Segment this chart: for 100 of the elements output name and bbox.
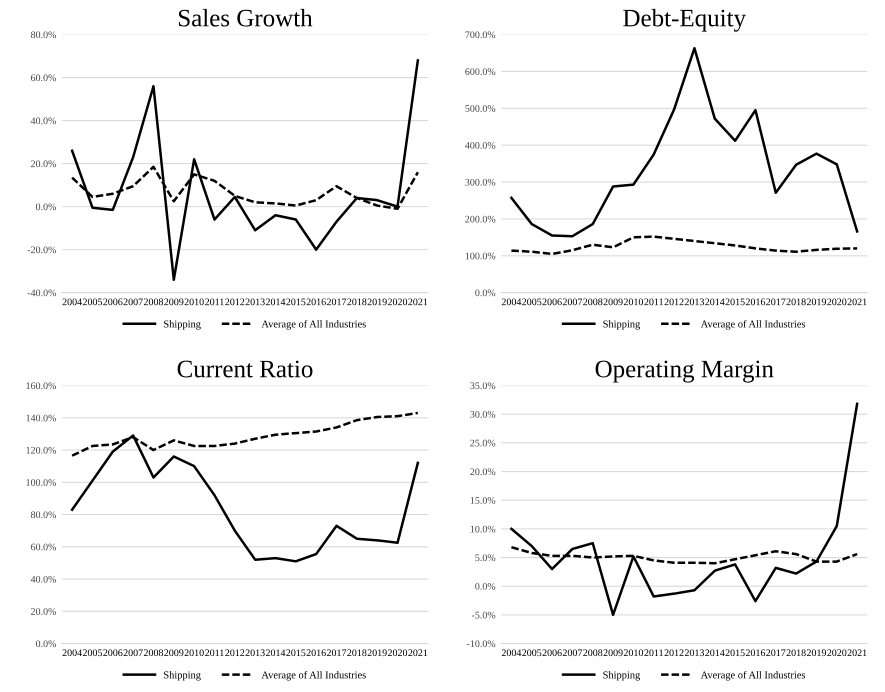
y-tick-label: 120.0% [26, 446, 56, 454]
chart-title: Operating Margin [596, 360, 774, 383]
x-tick-label: 2014 [705, 298, 725, 306]
y-tick-label: 500.0% [465, 105, 496, 112]
x-tick-label: 2005 [522, 649, 542, 656]
x-tick-label: 2005 [522, 298, 542, 306]
legend-label: Average of All Industries [700, 320, 806, 330]
y-tick-label: 700.0% [466, 31, 496, 38]
x-tick-label: 2007 [124, 649, 143, 656]
x-tick-label: 2013 [246, 649, 265, 656]
x-tick-label: 2004 [62, 298, 82, 306]
x-tick-label: 2011 [644, 298, 663, 306]
x-tick-label: 2012 [664, 649, 684, 656]
x-tick-label: 2020 [388, 298, 408, 306]
x-tick-label: 2015 [726, 649, 745, 656]
y-tick-label: 35.0% [470, 382, 496, 390]
y-tick-label: 600.0% [465, 68, 496, 76]
x-tick-label: 2019 [806, 298, 826, 306]
y-tick-label: -40.0% [28, 289, 56, 296]
y-tick-label: 140.0% [26, 414, 56, 422]
x-tick-label: 2016 [746, 298, 766, 306]
y-tick-label: 0.0% [36, 640, 56, 648]
y-tick-label: 20.0% [31, 160, 56, 168]
y-tick-label: 10.0% [470, 526, 496, 532]
y-tick-label: 40.0% [30, 117, 56, 124]
x-tick-label: 2004 [502, 649, 522, 656]
x-tick-label: 2004 [62, 649, 82, 656]
x-tick-label: 2018 [786, 298, 806, 306]
y-tick-label: 100.0% [466, 252, 496, 260]
x-tick-label: 2008 [144, 649, 164, 656]
x-tick-label: 2017 [326, 649, 346, 656]
x-tick-label: 2013 [684, 649, 704, 656]
x-tick-label: 2014 [266, 649, 286, 656]
legend-label: Shipping [164, 320, 201, 330]
line-series [510, 235, 858, 256]
x-tick-label: 2010 [184, 649, 204, 656]
x-tick-label: 2015 [286, 649, 306, 656]
x-tick-label: 2013 [246, 298, 265, 306]
x-tick-label: 2010 [624, 649, 644, 656]
legend-label: Average of All Industries [700, 670, 806, 681]
x-tick-label: 2011 [644, 649, 663, 656]
x-tick-label: 2006 [542, 298, 562, 306]
x-tick-label: 2017 [766, 298, 786, 306]
y-tick-label: 60.0% [30, 544, 56, 550]
y-tick-label: 15.0% [470, 497, 496, 504]
y-tick-label: -5.0% [472, 612, 496, 618]
x-tick-label: 2014 [705, 649, 725, 656]
x-tick-label: 2019 [368, 649, 387, 656]
chart-title: Current Ratio [178, 360, 312, 378]
legend-label: Shipping [603, 671, 640, 681]
x-tick-label: 2005 [82, 298, 102, 306]
x-tick-label: 2018 [347, 298, 366, 306]
y-tick-label: 0.0% [475, 583, 496, 590]
legend-label: Average of All Industries [261, 320, 366, 330]
x-tick-label: 2005 [82, 649, 102, 656]
x-tick-label: 2020 [827, 649, 846, 656]
x-tick-label: 2012 [664, 298, 684, 306]
y-tick-label: 60.0% [30, 74, 56, 82]
x-tick-label: 2017 [326, 298, 346, 306]
x-tick-label: 2007 [562, 298, 582, 306]
x-tick-label: 2006 [542, 649, 562, 656]
line-series [510, 402, 858, 616]
line-series [510, 46, 858, 238]
x-tick-label: 2020 [827, 298, 846, 306]
x-tick-label: 2006 [103, 298, 122, 306]
y-tick-label: 40.0% [30, 576, 56, 583]
y-tick-label: 100.0% [26, 479, 56, 486]
x-tick-label: 2010 [624, 298, 644, 306]
x-tick-label: 2008 [144, 298, 164, 306]
x-tick-label: 2011 [205, 649, 224, 656]
y-tick-label: -10.0% [466, 640, 496, 648]
x-tick-label: 2016 [306, 298, 326, 306]
x-tick-label: 2009 [164, 649, 184, 656]
x-tick-label: 2007 [562, 649, 582, 656]
x-tick-label: 2004 [502, 298, 522, 306]
x-tick-label: 2012 [225, 649, 244, 656]
chart-title: Sales Growth [178, 8, 312, 27]
x-tick-label: 2018 [786, 649, 806, 656]
line-series [70, 59, 420, 281]
y-tick-label: 160.0% [26, 382, 56, 390]
x-tick-label: 2016 [746, 649, 766, 656]
x-tick-label: 2009 [604, 649, 623, 656]
x-tick-label: 2015 [286, 298, 306, 306]
y-tick-label: 20.0% [470, 468, 496, 476]
y-tick-label: 400.0% [465, 142, 496, 149]
x-tick-label: 2015 [726, 298, 745, 306]
y-tick-label: 200.0% [465, 216, 496, 223]
x-tick-label: 2006 [103, 649, 122, 656]
y-tick-label: -20.0% [28, 246, 56, 254]
y-tick-label: 30.0% [470, 411, 496, 418]
x-tick-label: 2020 [388, 649, 408, 656]
x-tick-label: 2019 [806, 649, 826, 656]
x-tick-label: 2014 [266, 298, 286, 306]
y-tick-label: 300.0% [465, 178, 496, 186]
x-tick-label: 2009 [604, 298, 623, 306]
x-tick-label: 2021 [408, 649, 428, 656]
legend-label: Shipping [603, 320, 640, 330]
y-tick-label: 20.0% [31, 608, 56, 615]
legend-label: Average of All Industries [261, 670, 366, 681]
x-tick-label: 2008 [583, 649, 602, 656]
